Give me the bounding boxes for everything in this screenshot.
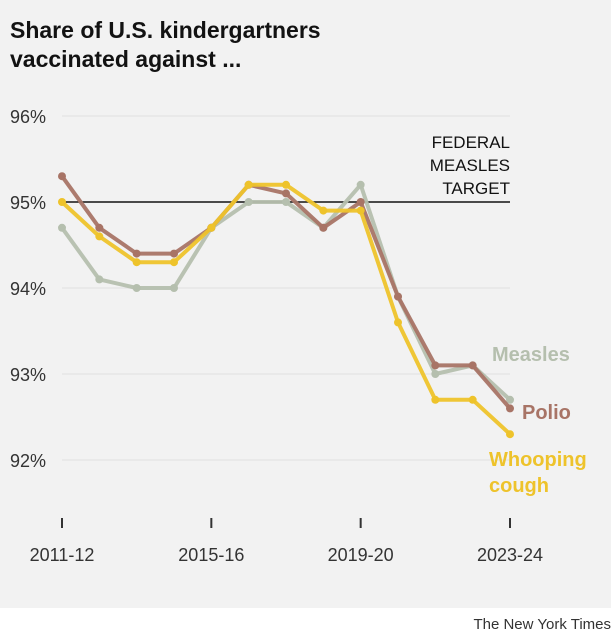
whooping-cough-point bbox=[132, 258, 141, 267]
measles-point bbox=[170, 284, 178, 292]
measles-point bbox=[244, 198, 253, 206]
polio-point bbox=[95, 223, 104, 232]
measles-point bbox=[132, 284, 141, 292]
whooping-cough-point bbox=[244, 180, 253, 189]
whooping-cough-point bbox=[282, 180, 290, 189]
whooping-cough-legend-label: Whooping bbox=[489, 449, 587, 471]
polio-point bbox=[431, 361, 440, 370]
target-label: FEDERAL bbox=[432, 133, 510, 152]
measles-point bbox=[506, 395, 514, 404]
title-line-2: vaccinated against ... bbox=[10, 46, 242, 72]
polio-legend-label: Polio bbox=[522, 402, 571, 424]
whooping-cough-point bbox=[394, 318, 402, 327]
polio-point bbox=[356, 198, 365, 206]
polio-point bbox=[506, 404, 514, 413]
whooping-cough-point bbox=[468, 395, 477, 404]
polio-point bbox=[319, 223, 328, 232]
polio-point bbox=[170, 249, 178, 258]
target-label: TARGET bbox=[442, 179, 510, 198]
measles-point bbox=[58, 223, 66, 232]
credit: The New York Times bbox=[473, 616, 611, 633]
whooping-cough-line bbox=[60, 182, 512, 436]
whooping-cough-point bbox=[207, 223, 216, 232]
measles-point bbox=[356, 180, 365, 189]
y-tick-label: 92% bbox=[10, 451, 46, 471]
measles-point bbox=[431, 370, 440, 378]
chart-title: Share of U.S. kindergartners vaccinated a… bbox=[10, 16, 321, 74]
x-tick-label: 2023-24 bbox=[477, 545, 543, 565]
measles-point bbox=[282, 198, 290, 206]
title-line-1: Share of U.S. kindergartners bbox=[10, 17, 321, 43]
polio-point bbox=[132, 249, 141, 258]
measles-legend-label: Measles bbox=[492, 344, 570, 366]
whooping-cough-point bbox=[506, 430, 514, 439]
whooping-cough-legend-label: cough bbox=[489, 475, 549, 497]
polio-point bbox=[282, 189, 290, 198]
y-tick-label: 94% bbox=[10, 279, 46, 299]
chart-card bbox=[0, 0, 611, 608]
whooping-cough-point bbox=[319, 206, 328, 215]
x-tick-label: 2011-12 bbox=[30, 545, 95, 565]
y-tick-label: 96% bbox=[10, 107, 46, 127]
target-label: MEASLES bbox=[430, 156, 510, 175]
y-tick-label: 93% bbox=[10, 365, 46, 385]
whooping-cough-point bbox=[431, 395, 440, 404]
polio-point bbox=[394, 292, 402, 301]
x-tick-label: 2019-20 bbox=[328, 545, 394, 565]
whooping-cough-point bbox=[58, 198, 66, 206]
line-chart: 92% 93% 94% 95% 96% FEDERAL MEASLES TARGET 2011-… bbox=[10, 107, 587, 565]
x-tick-label: 2015-16 bbox=[178, 545, 244, 565]
polio-point bbox=[58, 172, 66, 181]
whooping-cough-point bbox=[170, 258, 178, 267]
whooping-cough-point bbox=[356, 206, 365, 215]
polio-point bbox=[468, 361, 477, 370]
y-tick-label: 95% bbox=[10, 193, 46, 213]
measles-point bbox=[95, 275, 104, 284]
whooping-cough-point bbox=[95, 232, 104, 241]
measles-line bbox=[60, 182, 512, 402]
